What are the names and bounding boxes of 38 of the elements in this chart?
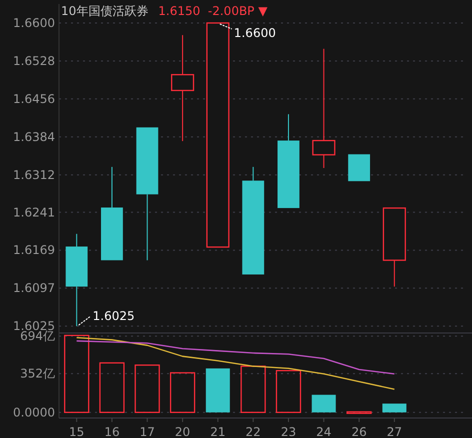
x-tick-label: 21 [210,425,226,438]
x-tick-label: 16 [104,425,120,438]
chart-subtitle: 1.6150 -2.00BP ▼ [158,4,268,18]
x-tick-label: 27 [386,425,402,438]
bar [64,334,90,413]
bar [99,362,125,413]
candlestick [171,34,194,142]
y-tick-label: 352亿 [20,366,55,381]
x-tick-label: 20 [174,425,190,438]
annotation: 1.6600 [234,26,276,40]
bar [170,372,196,413]
y-tick-label: 1.6241 [13,205,55,220]
x-tick-label: 23 [280,425,296,438]
bar [206,368,230,412]
y-tick-label: 1.6312 [13,168,55,182]
bar [276,370,302,413]
chart-title: 10年国债活跃券 [61,4,148,18]
bar [382,404,406,412]
x-tick-label: 22 [246,425,261,438]
candlestick [312,48,336,168]
line-series [76,336,396,390]
line-series [76,340,396,375]
y-tick-label: 0.0000 [13,405,55,420]
x-tick-label: 26 [351,425,367,438]
y-tick-label: 1.6456 [13,92,55,106]
annotation: 1.6025 [92,309,135,324]
bar [240,366,266,413]
bar [312,394,336,412]
y-tick-label: 1.6169 [13,243,55,258]
bar [346,411,372,414]
y-tick-label: 1.6384 [13,130,55,144]
y-tick-label: 1.6528 [13,54,55,68]
y-tick-label: 1.6097 [13,281,55,296]
x-tick-label: 24 [316,425,332,438]
x-tick-label: 15 [69,425,84,438]
bar [134,364,160,413]
y-tick-label: 1.6600 [13,16,55,30]
x-tick-label: 17 [140,425,155,438]
